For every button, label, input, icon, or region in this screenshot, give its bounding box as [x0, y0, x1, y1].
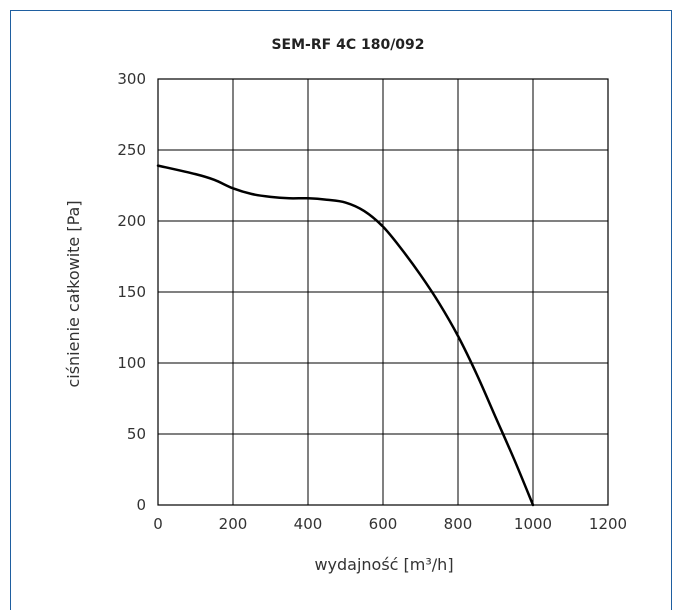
y-tick-label: 50	[127, 425, 146, 443]
y-tick-labels: 0 50 100 150 200 250 300	[117, 70, 146, 514]
y-tick-label: 200	[117, 212, 146, 230]
y-axis-label: ciśnienie całkowite [Pa]	[64, 200, 83, 387]
x-tick-label: 0	[153, 515, 163, 533]
x-tick-label: 800	[444, 515, 473, 533]
x-tick-label: 400	[294, 515, 323, 533]
chart-title: SEM-RF 4C 180/092	[271, 37, 424, 53]
y-tick-label: 300	[117, 70, 146, 88]
y-tick-label: 0	[136, 496, 146, 514]
plot-border	[157, 78, 609, 506]
y-tick-label: 150	[117, 283, 146, 301]
x-axis-label: wydajność [m³/h]	[314, 555, 453, 574]
x-tick-label: 1000	[514, 515, 552, 533]
x-tick-label: 1200	[589, 515, 627, 533]
y-tick-label: 100	[117, 354, 146, 372]
fan-performance-chart: SEM-RF 4C 180/092 0 200 400 600 800 1000 1200 …	[64, 37, 627, 574]
y-tick-label: 250	[117, 141, 146, 159]
performance-curve	[156, 164, 535, 507]
x-tick-label: 200	[219, 515, 248, 533]
x-tick-labels: 0 200 400 600 800 1000 1200	[153, 515, 627, 533]
x-tick-label: 600	[369, 515, 398, 533]
chart-frame	[10, 10, 672, 610]
grid	[157, 78, 609, 506]
